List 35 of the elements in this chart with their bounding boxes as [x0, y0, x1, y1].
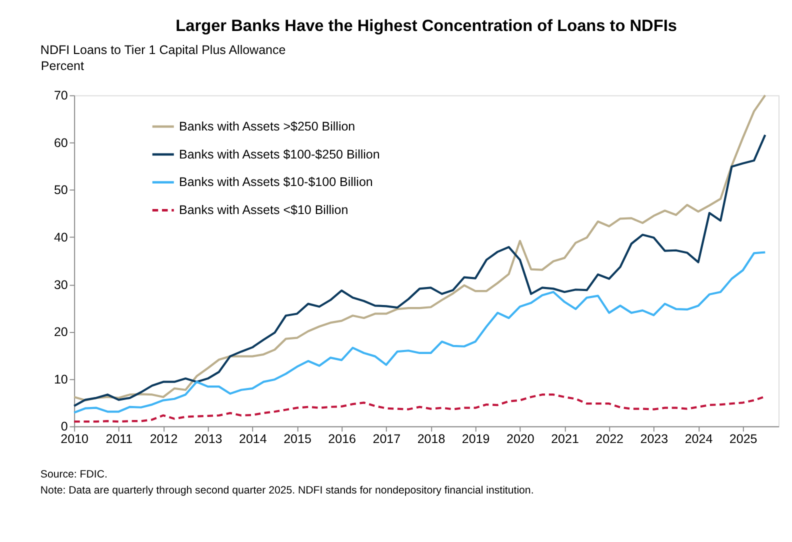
x-tick-label: 2025: [729, 432, 758, 446]
x-tick-label: 2016: [328, 432, 356, 446]
x-tick-label: 2011: [106, 432, 133, 446]
y-tick-label: 50: [54, 183, 68, 198]
y-tick-label: 30: [54, 278, 68, 292]
chart-subtitle: NDFI Loans to Tier 1 Capital Plus Allowance: [40, 42, 286, 57]
legend-label: Banks with Assets $100-$250 Billion: [178, 147, 380, 162]
y-axis-title: Percent: [40, 58, 85, 73]
chart-title: Larger Banks Have the Highest Concentration of Loans to NDFIs: [176, 16, 677, 35]
x-tick-label: 2017: [372, 432, 401, 446]
x-tick-label: 2013: [194, 432, 222, 446]
x-tick-label: 2020: [506, 432, 534, 446]
y-tick-label: 60: [54, 136, 68, 150]
y-tick-label: 10: [54, 372, 68, 386]
legend-label: Banks with Assets $10-$100 Billion: [178, 175, 373, 190]
x-tick-label: 2019: [462, 432, 490, 446]
legend-label: Banks with Assets <$10 Billion: [178, 203, 348, 218]
y-tick-label: 70: [54, 88, 68, 103]
source-note: Source: FDIC.: [40, 468, 108, 480]
line-series: [73, 394, 766, 423]
x-tick-label: 2022: [596, 432, 624, 446]
y-tick-label: 40: [54, 230, 68, 244]
text: Note: Data are quarterly through second quarter 2025. NDFI stands for nondepository financial institution.: [40, 484, 534, 497]
x-tick-label: 2024: [684, 432, 713, 446]
x-tick-label: 2021: [551, 432, 579, 446]
y-tick-label: 0: [60, 420, 68, 434]
line-series: [73, 251, 766, 414]
legend-label: Banks with Assets >$250 Billion: [178, 119, 356, 134]
x-tick-label: 2010: [60, 432, 89, 446]
x-tick-label: 2014: [239, 432, 267, 446]
y-tick-label: 20: [54, 325, 68, 340]
x-tick-label: 2018: [417, 432, 446, 446]
x-tick-label: 2023: [640, 432, 668, 446]
x-tick-label: 2015: [284, 432, 312, 446]
x-tick-label: 2012: [150, 432, 178, 446]
